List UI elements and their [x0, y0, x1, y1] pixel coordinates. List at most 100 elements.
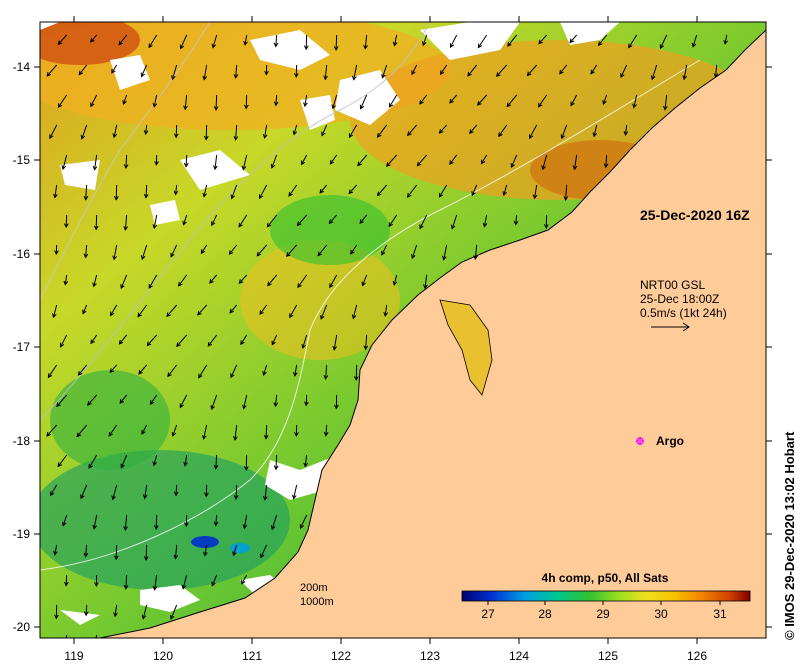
current-vector	[50, 484, 58, 496]
current-vector-head	[238, 279, 244, 284]
current-vector	[352, 304, 358, 319]
current-vector-head	[273, 101, 279, 107]
current-vector	[293, 124, 298, 135]
current-vector-head	[87, 401, 92, 406]
current-vector-head	[83, 611, 89, 617]
current-vector-head	[473, 255, 478, 261]
current-vector-head	[197, 310, 202, 316]
current-vector-head	[267, 281, 272, 287]
current-vector	[360, 94, 368, 109]
current-vector-head	[232, 551, 237, 557]
current-vector-head	[46, 431, 51, 437]
current-vector-head	[506, 102, 512, 108]
current-vector	[329, 274, 338, 288]
x-tick-label: 122	[331, 649, 351, 663]
current-vector	[321, 124, 328, 136]
current-vector	[297, 214, 308, 226]
current-vector	[384, 304, 388, 316]
current-vector-head	[392, 280, 398, 286]
current-vector	[590, 64, 598, 74]
current-vector	[82, 304, 88, 314]
current-vector-head	[243, 466, 249, 472]
current-vector	[271, 514, 278, 530]
current-vector	[90, 34, 98, 43]
current-vector-head	[137, 312, 142, 318]
no-data-areas	[40, 22, 620, 625]
current-vector	[481, 154, 488, 164]
current-vector-head	[319, 188, 324, 194]
current-vector-head	[439, 70, 445, 76]
current-product-label: NRT00 GSL	[640, 278, 705, 292]
current-vector-head	[329, 283, 334, 289]
current-vector-head	[297, 283, 302, 289]
current-vector	[335, 34, 338, 51]
current-vector-head	[350, 249, 355, 255]
current-vector-head	[123, 226, 129, 231]
current-vector	[469, 124, 478, 134]
current-vector	[85, 244, 88, 258]
current-vector-head	[233, 135, 239, 141]
current-vector	[542, 154, 548, 170]
current-vector-head	[140, 72, 145, 78]
current-vector-head	[331, 104, 336, 110]
current-vector	[203, 64, 208, 80]
current-vector-head	[538, 39, 543, 45]
current-vector	[214, 154, 218, 170]
current-vector	[178, 274, 188, 287]
current-vector	[76, 424, 88, 437]
current-vector	[60, 334, 68, 348]
argo-marker	[636, 437, 644, 445]
current-vector-head	[171, 75, 176, 81]
current-vector-head	[317, 251, 322, 257]
current-vector	[329, 214, 338, 224]
current-vector-head	[406, 192, 412, 198]
current-vector-head	[152, 585, 158, 591]
current-vector	[242, 154, 248, 170]
current-vector-head	[449, 98, 454, 104]
current-vector-head	[61, 165, 67, 171]
current-vector-head	[438, 192, 444, 198]
current-vector-head	[467, 71, 472, 77]
current-vector-head	[230, 373, 235, 379]
current-vector-head	[361, 281, 366, 287]
current-vector-head	[273, 465, 279, 471]
current-vector	[175, 544, 178, 559]
current-vector-head	[292, 130, 298, 136]
current-vector	[439, 124, 448, 134]
current-vector	[80, 484, 88, 499]
current-vector	[264, 124, 268, 138]
current-vector-head	[63, 280, 69, 286]
current-vector	[185, 154, 188, 167]
current-vector	[90, 94, 98, 107]
current-vector	[229, 244, 238, 255]
current-vector-head	[293, 371, 298, 377]
current-vector-head	[477, 100, 482, 106]
current-vector-head	[138, 369, 143, 375]
current-vector	[256, 244, 268, 257]
current-vector	[167, 364, 178, 377]
current-vector-head	[141, 429, 146, 435]
current-vector	[297, 274, 308, 288]
current-vector	[389, 94, 398, 108]
colorbar-tick-label: 29	[596, 607, 610, 621]
y-tick-label: -17	[13, 340, 31, 354]
current-vector	[123, 94, 128, 105]
current-vector-head	[108, 431, 114, 437]
current-vector-head	[88, 463, 93, 469]
y-tick-label: -18	[13, 434, 31, 448]
current-vector	[112, 484, 118, 500]
y-tick-label: -16	[13, 247, 31, 261]
current-vector-head	[502, 191, 507, 197]
current-vector-head	[513, 220, 519, 226]
current-vector	[538, 34, 548, 45]
current-vector-head	[143, 130, 149, 136]
current-vector	[511, 154, 518, 168]
current-vector	[144, 484, 148, 499]
current-vector	[78, 64, 88, 75]
colorbar-tick-label: 30	[654, 607, 668, 621]
current-vector	[243, 514, 248, 529]
current-vector-head	[57, 462, 63, 468]
current-vector	[267, 274, 278, 286]
current-vector-head	[301, 160, 306, 166]
current-vector-head	[286, 252, 291, 257]
